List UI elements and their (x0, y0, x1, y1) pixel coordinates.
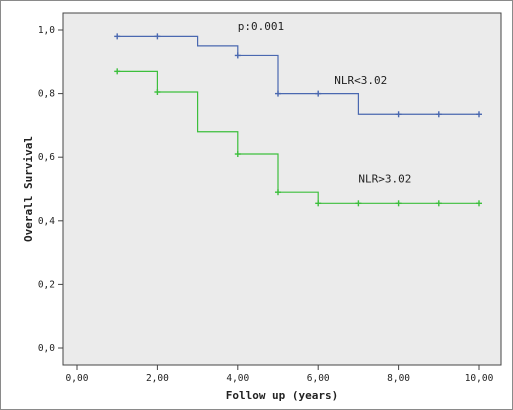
series-layer (114, 33, 482, 207)
censor-mark (315, 200, 322, 207)
y-tick-label: 0,6 (38, 152, 55, 163)
censor-mark (435, 200, 442, 207)
x-tick-label: 6,00 (307, 373, 330, 384)
censor-mark (315, 90, 322, 97)
x-tick-label: 8,00 (387, 373, 410, 384)
censor-mark (234, 52, 241, 59)
censor-mark (234, 151, 241, 158)
annotations: p:0.001 NLR<3.02 NLR>3.02 (238, 20, 412, 186)
annotation-label: NLR<3.02 (334, 74, 387, 87)
x-tick-label: 0,00 (66, 373, 89, 384)
censor-mark (154, 33, 161, 40)
censor-mark (395, 111, 402, 118)
censor-mark (355, 200, 362, 207)
censor-mark (476, 111, 482, 118)
x-tick-label: 2,00 (146, 373, 169, 384)
y-axis-title: Overall Survival (22, 136, 35, 242)
y-tick-label: 0,0 (38, 343, 55, 354)
plot-area (62, 12, 502, 366)
survival-curve-1 (117, 35, 479, 115)
censor-mark (435, 111, 442, 118)
y-tick-label: 0,2 (38, 279, 55, 290)
censor-mark (275, 90, 281, 97)
annotation-label: NLR>3.02 (358, 173, 411, 186)
annotation-label: p:0.001 (238, 20, 284, 33)
censor-mark (476, 200, 482, 207)
axes: 0,0 0,2 0,4 0,6 0,8 1,0 0,00 2,00 4,00 6,00 8,00 10… (38, 25, 494, 384)
y-tick-label: 0,4 (38, 216, 55, 227)
x-tick-label: 4,00 (226, 373, 249, 384)
censor-mark (114, 68, 121, 75)
survival-curve-2 (117, 70, 479, 204)
censor-mark (114, 33, 121, 40)
y-tick-label: 0,8 (38, 89, 55, 100)
censor-mark (395, 200, 402, 207)
censor-mark (275, 189, 281, 196)
x-tick-label: 10,00 (465, 373, 494, 384)
x-axis-title: Follow up (years) (226, 389, 339, 402)
y-tick-label: 1,0 (38, 25, 55, 36)
censor-mark (154, 89, 161, 96)
